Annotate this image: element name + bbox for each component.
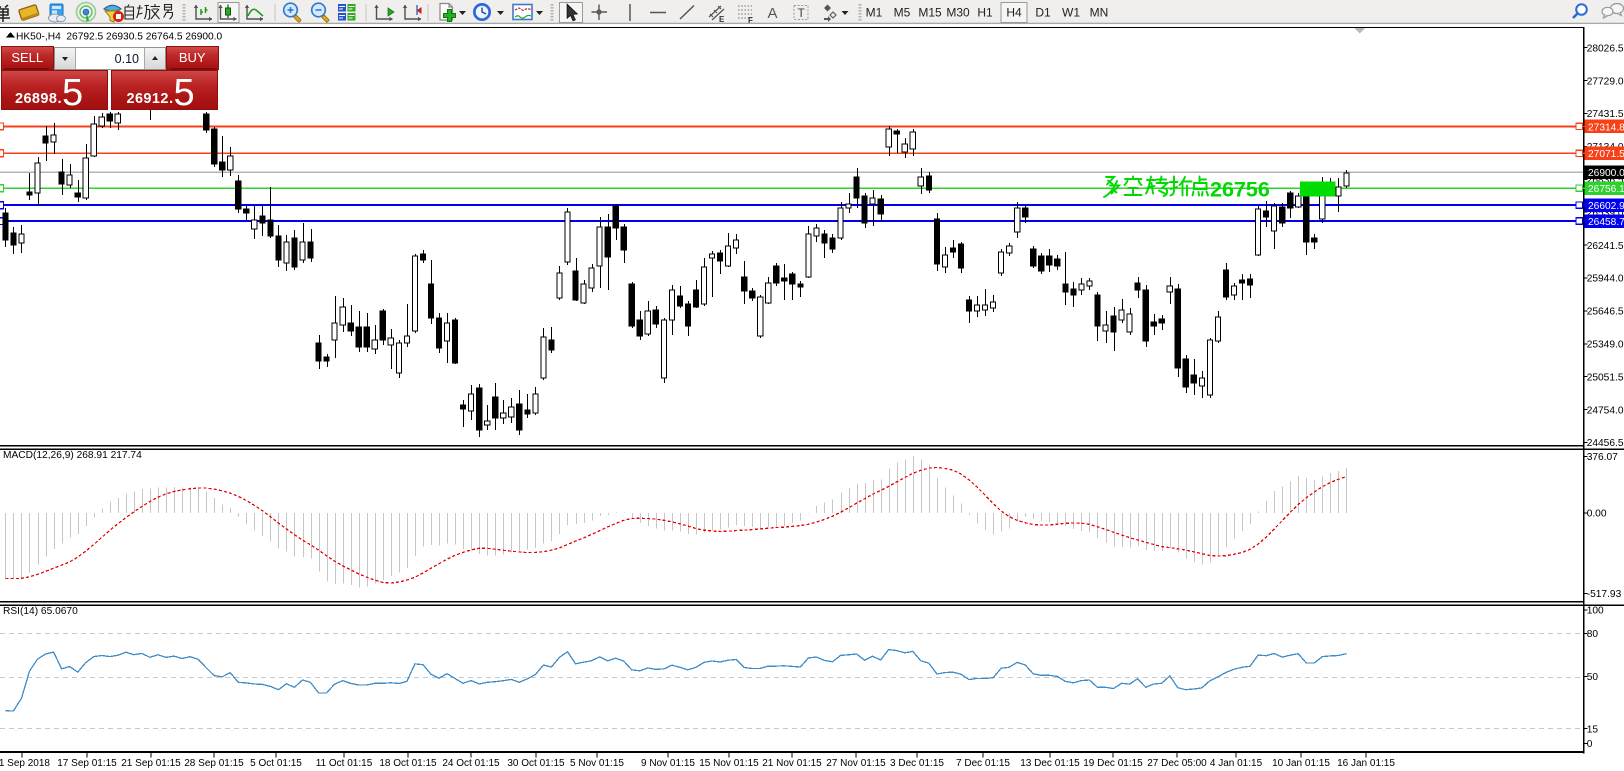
svg-text:26241.5: 26241.5 — [1587, 241, 1624, 252]
svg-text:MACD(12,26,9) 268.91 217.74: MACD(12,26,9) 268.91 217.74 — [3, 450, 142, 461]
svg-text:26458.7: 26458.7 — [1588, 217, 1624, 228]
svg-text:W1: W1 — [1062, 6, 1080, 20]
svg-text:27431.5: 27431.5 — [1587, 109, 1624, 120]
svg-text:26836.5: 26836.5 — [1587, 175, 1624, 186]
svg-text:26602.9: 26602.9 — [1588, 201, 1624, 212]
svg-text:25051.5: 25051.5 — [1587, 372, 1624, 383]
svg-text:M5: M5 — [894, 6, 911, 20]
svg-text:A: A — [768, 5, 778, 22]
svg-text:MN: MN — [1090, 6, 1109, 20]
svg-text:24 Oct 01:15: 24 Oct 01:15 — [442, 758, 500, 769]
svg-text:19 Dec 01:15: 19 Dec 01:15 — [1083, 758, 1143, 769]
svg-text:H1: H1 — [977, 6, 993, 20]
svg-text:17 Sep 01:15: 17 Sep 01:15 — [57, 758, 117, 769]
svg-text:16 Jan 01:15: 16 Jan 01:15 — [1337, 758, 1395, 769]
svg-text:-517.93: -517.93 — [1587, 589, 1622, 600]
svg-text:27 Nov 01:15: 27 Nov 01:15 — [826, 758, 886, 769]
svg-text:5 Oct 01:15: 5 Oct 01:15 — [250, 758, 302, 769]
svg-text:M15: M15 — [918, 6, 942, 20]
svg-text:M30: M30 — [946, 6, 970, 20]
svg-text:26539.0: 26539.0 — [1587, 208, 1624, 219]
svg-text:M1: M1 — [866, 6, 883, 20]
svg-text:0.00: 0.00 — [1587, 509, 1607, 520]
svg-text:28 Sep 01:15: 28 Sep 01:15 — [184, 758, 244, 769]
svg-text:18 Oct 01:15: 18 Oct 01:15 — [379, 758, 437, 769]
svg-text:21 Sep 01:15: 21 Sep 01:15 — [121, 758, 181, 769]
svg-text:RSI(14) 65.0670: RSI(14) 65.0670 — [3, 606, 78, 617]
svg-text:27071.5: 27071.5 — [1588, 149, 1624, 160]
svg-text:26756: 26756 — [1210, 178, 1270, 202]
svg-text:24754.0: 24754.0 — [1587, 405, 1624, 416]
svg-text:26756.1: 26756.1 — [1588, 184, 1624, 195]
svg-text:11 Sep 2018: 11 Sep 2018 — [0, 758, 50, 769]
svg-text:26900.0: 26900.0 — [1588, 168, 1624, 179]
svg-text:50: 50 — [1587, 672, 1599, 683]
svg-text:27729.0: 27729.0 — [1587, 76, 1624, 87]
svg-text:25646.5: 25646.5 — [1587, 307, 1624, 318]
svg-text:30 Oct 01:15: 30 Oct 01:15 — [507, 758, 565, 769]
svg-text:25944.0: 25944.0 — [1587, 274, 1624, 285]
svg-text:5 Nov 01:15: 5 Nov 01:15 — [570, 758, 624, 769]
svg-text:10 Jan 01:15: 10 Jan 01:15 — [1272, 758, 1330, 769]
svg-text:13 Dec 01:15: 13 Dec 01:15 — [1020, 758, 1080, 769]
svg-text:H4: H4 — [1006, 6, 1022, 20]
svg-text:80: 80 — [1587, 629, 1599, 640]
svg-text:D1: D1 — [1035, 6, 1051, 20]
svg-text:7 Dec 01:15: 7 Dec 01:15 — [956, 758, 1010, 769]
svg-text:T: T — [798, 6, 806, 20]
svg-text:376.07: 376.07 — [1587, 452, 1618, 463]
svg-text:27314.8: 27314.8 — [1588, 122, 1624, 133]
svg-text:HK50-,H4 26792.5 26930.5 2676: HK50-,H4 26792.5 26930.5 26764.5 26900.0 — [16, 32, 223, 43]
svg-text:15 Nov 01:15: 15 Nov 01:15 — [699, 758, 759, 769]
svg-text:9 Nov 01:15: 9 Nov 01:15 — [641, 758, 695, 769]
svg-text:3 Dec 01:15: 3 Dec 01:15 — [890, 758, 944, 769]
svg-text:11 Oct 01:15: 11 Oct 01:15 — [316, 758, 373, 769]
svg-text:27 Dec 05:00: 27 Dec 05:00 — [1147, 758, 1207, 769]
svg-text:4 Jan 01:15: 4 Jan 01:15 — [1210, 758, 1263, 769]
svg-text:15: 15 — [1587, 724, 1599, 735]
svg-text:E: E — [719, 15, 725, 24]
svg-text:100: 100 — [1587, 606, 1604, 617]
svg-text:0: 0 — [1587, 739, 1593, 750]
svg-text:21 Nov 01:15: 21 Nov 01:15 — [762, 758, 822, 769]
svg-text:25349.0: 25349.0 — [1587, 340, 1624, 351]
svg-text:28026.5: 28026.5 — [1587, 43, 1624, 54]
svg-text:F: F — [748, 16, 753, 25]
svg-text:24456.5: 24456.5 — [1587, 438, 1624, 449]
